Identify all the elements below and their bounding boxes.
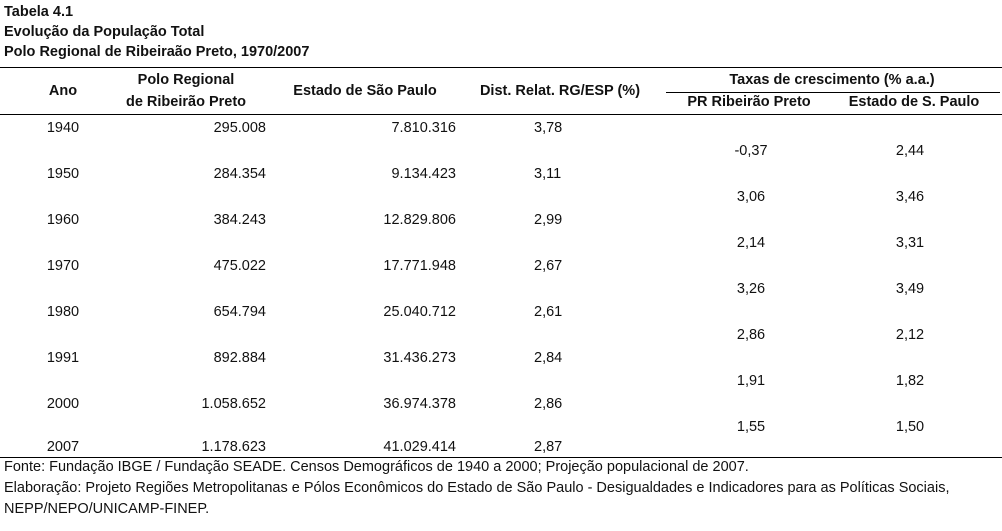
cell-rate-pr: 3,06 [736,189,766,205]
cell-polo: 1.178.623 [201,439,266,455]
cell-rate-esp: 3,49 [895,281,925,297]
header-estado: Estado de São Paulo [293,83,437,99]
cell-dist: 3,11 [534,166,562,182]
cell-rate-esp: 3,31 [895,235,925,251]
cell-rate-pr: 1,55 [736,419,766,435]
cell-estado: 36.974.378 [383,396,456,412]
cell-polo: 654.794 [213,304,266,320]
taxas-rule [666,92,1000,93]
table-footer: Fonte: Fundação IBGE / Fundação SEADE. C… [4,457,998,520]
cell-polo: 475.022 [213,258,266,274]
cell-estado: 12.829.806 [383,212,456,228]
header-tx-esp: Estado de S. Paulo [848,94,980,110]
header-ano: Ano [48,83,78,99]
top-rule [0,67,1002,68]
cell-estado: 7.810.316 [391,120,456,136]
cell-ano: 1940 [46,120,80,136]
cell-estado: 17.771.948 [383,258,456,274]
cell-rate-pr: 1,91 [736,373,766,389]
header-bottom-rule [0,114,1002,115]
cell-polo: 1.058.652 [201,396,266,412]
cell-rate-esp: 1,82 [895,373,925,389]
elaboration-note: Elaboração: Projeto Regiões Metropolitan… [4,480,950,517]
cell-rate-esp: 2,12 [895,327,925,343]
cell-dist: 2,67 [534,258,563,274]
bottom-rule [0,457,1002,458]
header-polo-line2: de Ribeirão Preto [125,94,247,110]
cell-dist: 2,87 [534,439,563,455]
header-tx-pr: PR Ribeirão Preto [687,94,811,110]
cell-dist: 2,61 [534,304,563,320]
cell-polo: 892.884 [213,350,266,366]
cell-ano: 1960 [46,212,80,228]
cell-polo: 295.008 [213,120,266,136]
cell-dist: 2,84 [534,350,563,366]
cell-estado: 31.436.273 [383,350,456,366]
cell-polo: 384.243 [213,212,266,228]
table-title: Evolução da População Total [4,24,205,40]
cell-dist: 2,86 [534,396,563,412]
cell-dist: 3,78 [534,120,563,136]
table-number: Tabela 4.1 [4,4,74,20]
cell-rate-pr: 3,26 [736,281,766,297]
cell-rate-esp: 3,46 [895,189,925,205]
cell-rate-pr: -0,37 [734,143,768,159]
cell-ano: 2000 [46,396,80,412]
cell-rate-esp: 2,44 [895,143,925,159]
table-title-block: Tabela 4.1 Evolução da População Total P… [4,2,309,62]
table-subtitle: Polo Regional de Ribeiraão Preto, 1970/2… [4,44,310,60]
cell-rate-pr: 2,86 [736,327,766,343]
cell-ano: 2007 [46,439,80,455]
cell-rate-esp: 1,50 [895,419,925,435]
header-polo-line1: Polo Regional [137,72,235,88]
cell-estado: 25.040.712 [383,304,456,320]
cell-estado: 9.134.423 [391,166,456,182]
cell-polo: 284.354 [213,166,266,182]
header-taxas: Taxas de crescimento (% a.a.) [729,72,935,88]
cell-estado: 41.029.414 [383,439,456,455]
header-dist: Dist. Relat. RG/ESP (%) [479,83,641,99]
cell-ano: 1950 [46,166,80,182]
cell-ano: 1991 [46,350,80,366]
cell-rate-pr: 2,14 [736,235,766,251]
source-note: Fonte: Fundação IBGE / Fundação SEADE. C… [4,459,749,475]
cell-dist: 2,99 [534,212,563,228]
cell-ano: 1970 [46,258,80,274]
cell-ano: 1980 [46,304,80,320]
